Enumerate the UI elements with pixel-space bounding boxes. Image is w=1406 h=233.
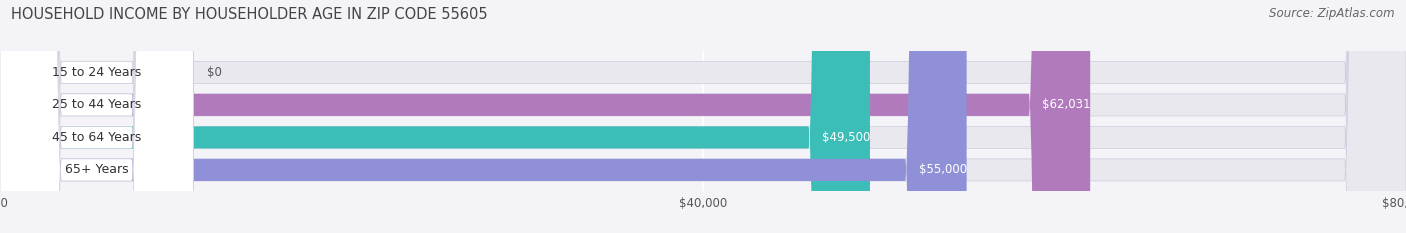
Text: 15 to 24 Years: 15 to 24 Years bbox=[52, 66, 141, 79]
Text: $49,500: $49,500 bbox=[821, 131, 870, 144]
FancyBboxPatch shape bbox=[0, 0, 1090, 233]
Text: 45 to 64 Years: 45 to 64 Years bbox=[52, 131, 141, 144]
Text: HOUSEHOLD INCOME BY HOUSEHOLDER AGE IN ZIP CODE 55605: HOUSEHOLD INCOME BY HOUSEHOLDER AGE IN Z… bbox=[11, 7, 488, 22]
Text: 65+ Years: 65+ Years bbox=[65, 163, 128, 176]
FancyBboxPatch shape bbox=[0, 0, 194, 233]
Text: $0: $0 bbox=[208, 66, 222, 79]
Text: $55,000: $55,000 bbox=[918, 163, 967, 176]
Text: 25 to 44 Years: 25 to 44 Years bbox=[52, 98, 141, 111]
Text: Source: ZipAtlas.com: Source: ZipAtlas.com bbox=[1270, 7, 1395, 20]
FancyBboxPatch shape bbox=[0, 0, 194, 233]
Text: $62,031: $62,031 bbox=[1042, 98, 1090, 111]
FancyBboxPatch shape bbox=[0, 0, 967, 233]
FancyBboxPatch shape bbox=[0, 0, 194, 233]
FancyBboxPatch shape bbox=[0, 0, 870, 233]
FancyBboxPatch shape bbox=[0, 0, 194, 233]
